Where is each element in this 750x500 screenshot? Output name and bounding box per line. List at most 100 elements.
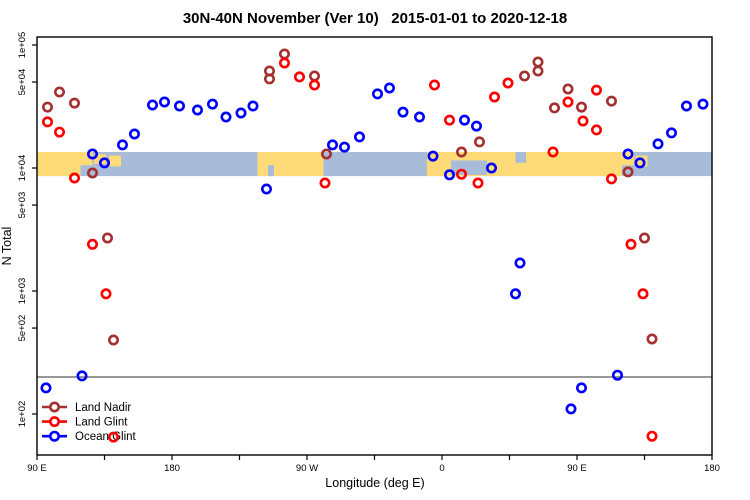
data-point bbox=[565, 403, 577, 415]
data-point bbox=[518, 70, 530, 82]
y-tick-label: 1e+04 bbox=[17, 155, 28, 182]
data-point bbox=[207, 98, 219, 110]
data-point bbox=[428, 79, 440, 91]
data-point bbox=[575, 382, 587, 394]
data-points bbox=[40, 48, 709, 443]
chart-title: 30N-40N November (Ver 10) 2015-01-01 to … bbox=[182, 10, 568, 27]
data-point bbox=[87, 238, 99, 250]
data-point bbox=[41, 101, 53, 113]
data-point bbox=[76, 370, 88, 382]
data-point bbox=[485, 162, 497, 174]
data-point bbox=[646, 333, 658, 345]
map-land-segment bbox=[109, 155, 121, 167]
data-point bbox=[590, 124, 602, 136]
data-point bbox=[605, 95, 617, 107]
legend-symbol-point bbox=[48, 430, 60, 442]
y-tick-label: 5e+02 bbox=[17, 315, 28, 342]
map-ocean-patch bbox=[268, 165, 274, 177]
data-point bbox=[443, 114, 455, 126]
data-point bbox=[108, 431, 120, 443]
data-point bbox=[41, 116, 53, 128]
series-ocean-glint bbox=[40, 82, 709, 415]
x-tick-label: 90 W bbox=[296, 463, 318, 474]
data-point bbox=[458, 114, 470, 126]
axes: 90 E 180 90 W 0 90 E 180 1e+05 5e+04 1e+04 5e+03 1… bbox=[17, 32, 720, 474]
data-point bbox=[87, 167, 99, 179]
data-point bbox=[319, 177, 331, 189]
data-point bbox=[129, 128, 141, 140]
y-tick-label: 1e+02 bbox=[17, 401, 28, 428]
data-point bbox=[637, 288, 649, 300]
data-point bbox=[697, 98, 709, 110]
data-point bbox=[502, 77, 514, 89]
data-point bbox=[174, 100, 186, 112]
legend: Land Nadir Land Glint Ocean Glint bbox=[42, 401, 137, 443]
data-point bbox=[260, 183, 272, 195]
data-point bbox=[472, 177, 484, 189]
data-point bbox=[514, 257, 526, 269]
data-point bbox=[69, 97, 81, 109]
map-land-segment bbox=[257, 151, 324, 177]
data-point bbox=[53, 126, 65, 138]
series-land-glint bbox=[41, 57, 658, 443]
data-point bbox=[235, 107, 247, 119]
data-point bbox=[413, 111, 425, 123]
data-point bbox=[159, 96, 171, 108]
data-point bbox=[562, 96, 574, 108]
data-point bbox=[547, 146, 559, 158]
data-point bbox=[455, 146, 467, 158]
data-point bbox=[293, 71, 305, 83]
data-point bbox=[665, 127, 677, 139]
data-point bbox=[590, 84, 602, 96]
data-point bbox=[308, 70, 320, 82]
x-tick-label: 180 bbox=[704, 463, 720, 474]
data-point bbox=[117, 139, 129, 151]
data-point bbox=[308, 79, 320, 91]
data-point bbox=[577, 115, 589, 127]
x-tick-label: 180 bbox=[164, 463, 180, 474]
data-point bbox=[383, 82, 395, 94]
map-land-segment bbox=[37, 151, 81, 177]
data-point bbox=[147, 99, 159, 111]
series-land-nadir bbox=[41, 48, 658, 346]
data-point bbox=[100, 288, 112, 300]
data-point bbox=[488, 91, 500, 103]
data-point bbox=[220, 111, 232, 123]
legend-label: Land Nadir bbox=[75, 402, 131, 414]
map-land-segment bbox=[94, 154, 106, 165]
data-point bbox=[397, 106, 409, 118]
data-point bbox=[625, 238, 637, 250]
data-point bbox=[622, 148, 634, 160]
data-point bbox=[353, 131, 365, 143]
data-point bbox=[278, 48, 290, 60]
map-band bbox=[37, 151, 712, 177]
x-tick-label: 90 E bbox=[27, 463, 47, 474]
data-point bbox=[87, 148, 99, 160]
data-point bbox=[455, 168, 467, 180]
data-point bbox=[338, 141, 350, 153]
x-axis-label: Longitude (deg E) bbox=[325, 476, 424, 490]
data-point bbox=[562, 83, 574, 95]
data-point bbox=[575, 101, 587, 113]
data-point bbox=[99, 157, 111, 169]
y-tick-label: 5e+03 bbox=[17, 192, 28, 219]
map-ocean-patch bbox=[515, 151, 526, 163]
legend-symbol-point bbox=[48, 401, 60, 413]
y-tick-label: 5e+04 bbox=[17, 69, 28, 96]
x-tick-label: 0 bbox=[439, 463, 444, 474]
data-point bbox=[532, 65, 544, 77]
data-point bbox=[443, 169, 455, 181]
data-point bbox=[532, 56, 544, 68]
legend-symbol-point bbox=[48, 416, 60, 428]
map-land-segment bbox=[635, 155, 648, 167]
data-point bbox=[53, 86, 65, 98]
data-point bbox=[40, 382, 52, 394]
data-point bbox=[247, 100, 259, 112]
data-point bbox=[652, 138, 664, 150]
data-point bbox=[192, 104, 204, 116]
data-point bbox=[509, 288, 521, 300]
data-point bbox=[473, 136, 485, 148]
data-point bbox=[634, 157, 646, 169]
